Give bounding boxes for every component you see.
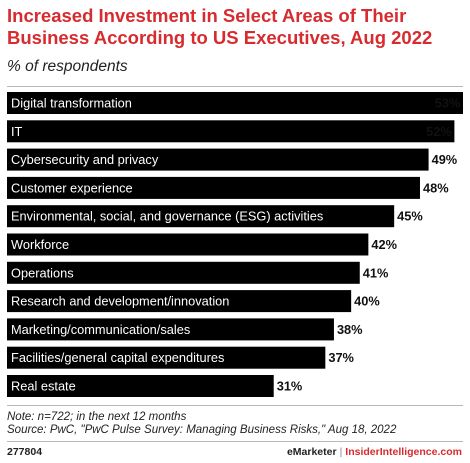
chart-id: 277804 <box>7 446 43 458</box>
bar-label-10: Real estate <box>11 379 76 394</box>
bar-label-7: Research and development/innovation <box>11 294 229 309</box>
bar-label-1: IT <box>11 124 23 139</box>
bar-0 <box>7 92 463 114</box>
value-label-5: 42% <box>371 237 397 252</box>
value-label-2: 49% <box>432 152 458 167</box>
bar-5 <box>7 233 369 256</box>
value-label-6: 41% <box>363 265 389 280</box>
value-label-4: 45% <box>397 209 423 224</box>
top-divider <box>7 86 463 87</box>
bar-label-5: Workforce <box>11 237 69 252</box>
value-label-0: 53% <box>435 96 461 111</box>
value-label-9: 37% <box>328 350 354 365</box>
value-label-8: 38% <box>337 322 363 337</box>
footer-divider <box>7 441 463 442</box>
chart-title: Increased Investment in Select Areas of … <box>7 5 433 48</box>
bar-label-4: Environmental, social, and governance (E… <box>11 209 323 224</box>
bottom-divider <box>7 405 463 406</box>
bar-7 <box>7 290 352 313</box>
value-label-1: 52% <box>426 124 452 139</box>
brand-credit: eMarketer | InsiderIntelligence.com <box>287 446 462 458</box>
bar-chart: Digital transformation 53% IT 52% Cybersecur… <box>7 92 463 397</box>
bar-10 <box>7 375 274 397</box>
value-label-7: 40% <box>354 294 380 309</box>
bar-label-8: Marketing/communication/sales <box>11 322 190 337</box>
value-label-10: 31% <box>277 379 303 394</box>
bar-label-0: Digital transformation <box>11 96 132 111</box>
bar-label-2: Cybersecurity and privacy <box>11 152 159 167</box>
bar-label-6: Operations <box>11 265 74 280</box>
value-label-3: 48% <box>423 180 449 195</box>
bar-4 <box>7 205 395 228</box>
bar-label-9: Facilities/general capital expenditures <box>11 350 224 365</box>
bar-9 <box>7 346 326 369</box>
chart-note: Note: n=722; in the next 12 months <box>7 411 187 423</box>
chart-subtitle: % of respondents <box>7 58 128 75</box>
bar-8 <box>7 318 334 341</box>
bar-6 <box>7 261 360 284</box>
bar-label-3: Customer experience <box>11 180 133 195</box>
brand-separator: | <box>339 446 343 458</box>
brand-insider-link[interactable]: InsiderIntelligence.com <box>345 446 462 458</box>
bar-2 <box>7 148 429 171</box>
chart-source: Source: PwC, "PwC Pulse Survey: Managing… <box>7 424 397 436</box>
bar-3 <box>7 176 420 199</box>
brand-emarketer: eMarketer <box>286 446 337 458</box>
bar-1 <box>7 120 455 143</box>
